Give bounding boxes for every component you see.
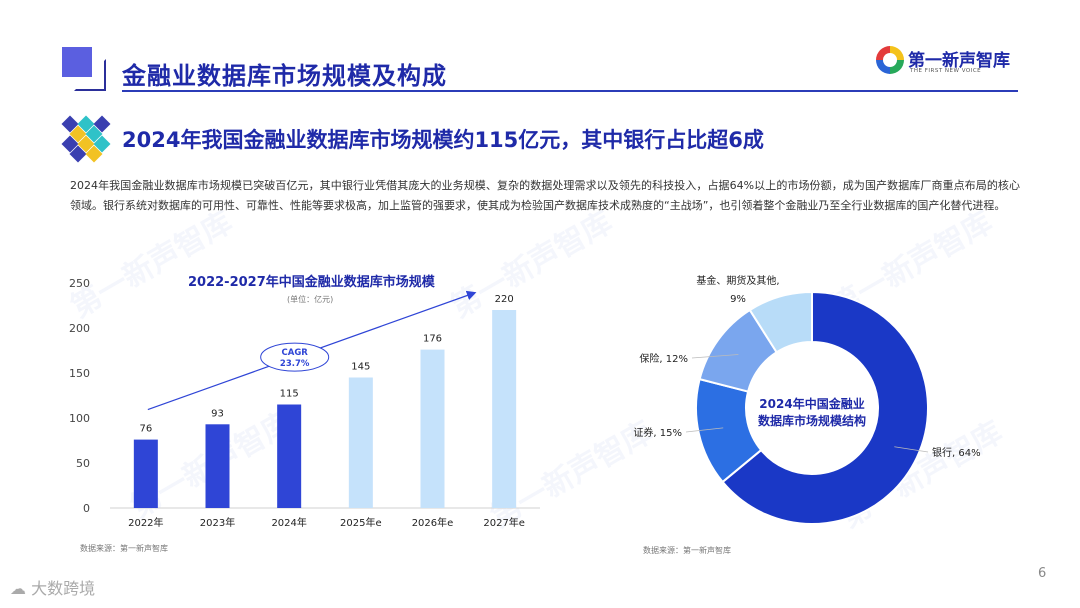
x-tick-label: 2022年 <box>128 516 163 529</box>
x-tick-label: 2027年e <box>483 516 525 529</box>
y-tick-label: 0 <box>83 502 90 515</box>
x-tick-label: 2026年e <box>412 516 454 529</box>
donut-chart: 银行, 64% 证券, 15% 保险, 12% 基金、期货及其他, 9% <box>633 274 981 525</box>
slice-leader-line <box>894 446 929 453</box>
y-tick-label: 150 <box>69 367 90 380</box>
bar-chart-source: 数据来源：第一新声智库 <box>80 544 168 553</box>
brand-name: 第一新声智库 <box>908 51 1010 71</box>
bar <box>205 424 230 508</box>
bar <box>492 310 517 508</box>
x-tick-label: 2024年 <box>271 516 306 529</box>
bar-value-label: 76 <box>139 424 152 435</box>
title-underline <box>122 90 1018 92</box>
bar-value-label: 115 <box>280 389 299 400</box>
cagr-label: CAGR <box>282 348 309 358</box>
title-decoration <box>62 47 108 91</box>
donut-slice <box>748 290 813 354</box>
donut-center-label: 2024年中国金融业 数据库市场规模结构 <box>750 396 874 430</box>
donut-center-line: 数据库市场规模结构 <box>757 414 866 428</box>
cagr-badge <box>260 342 330 372</box>
summary-paragraph: 2024年我国金融业数据库市场规模已突破百亿元，其中银行业凭借其庞大的业务规模、… <box>70 179 1020 212</box>
brand-tagline: THE FIRST NEW VOICE <box>910 68 982 74</box>
bar-value-label: 220 <box>495 294 514 305</box>
y-tick-label: 100 <box>69 412 90 425</box>
x-tick-label: 2025年e <box>340 516 382 529</box>
footer-logo: ☁ 大数跨境 <box>10 575 95 599</box>
bar <box>348 377 373 508</box>
donut-slice <box>721 290 929 525</box>
bar-chart-unit: (单位：亿元) <box>287 295 334 304</box>
slice-label: 银行, 64% <box>932 446 981 459</box>
section-title: 2024年我国金融业数据库市场规模约115亿元，其中银行占比超6成 <box>122 128 764 152</box>
footer-logo-text: 大数跨境 <box>31 579 96 598</box>
page-number: 6 <box>1038 566 1047 581</box>
cagr-value: 23.7% <box>280 359 310 369</box>
slice-label: 基金、期货及其他, <box>696 274 779 287</box>
slice-leader-line <box>685 427 724 433</box>
y-tick-label: 250 <box>69 277 90 290</box>
donut-center-line: 2024年中国金融业 <box>759 397 865 411</box>
brand-logo-icon <box>876 46 904 74</box>
section-icon <box>61 115 111 164</box>
slice-label: 9% <box>730 294 746 305</box>
footer-logo-icon: ☁ <box>10 579 32 598</box>
bar-chart: 0 50 100 150 200 250 76 2022年 93 2023年 115 2024年 145… <box>69 277 540 529</box>
x-tick-label: 2023年 <box>200 516 235 529</box>
bar-chart-title: 2022-2027年中国金融业数据库市场规模 <box>188 275 435 290</box>
donut-chart-source: 数据来源：第一新声智库 <box>643 546 731 555</box>
brand-logo: 第一新声智库 THE FIRST NEW VOICE <box>876 46 1026 78</box>
y-tick-label: 50 <box>76 457 90 470</box>
page-title: 金融业数据库市场规模及构成 <box>122 62 447 90</box>
slice-leader-line <box>691 354 739 359</box>
y-tick-label: 200 <box>69 322 90 335</box>
bar <box>133 439 158 508</box>
bar-value-label: 176 <box>423 334 442 345</box>
slice-label: 证券, 15% <box>633 426 682 439</box>
bar <box>277 404 302 508</box>
bar-value-label: 145 <box>351 362 370 373</box>
bar <box>420 349 445 508</box>
bar-value-label: 93 <box>211 408 224 419</box>
slice-label: 保险, 12% <box>639 352 688 365</box>
